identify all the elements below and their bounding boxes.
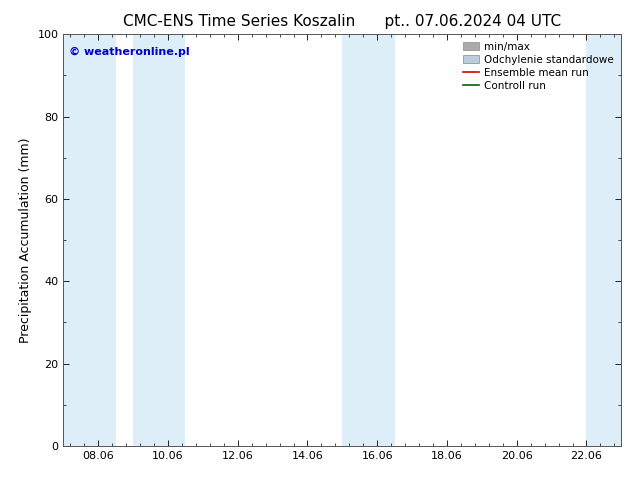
Legend: min/max, Odchylenie standardowe, Ensemble mean run, Controll run: min/max, Odchylenie standardowe, Ensembl… <box>459 37 618 95</box>
Text: © weatheronline.pl: © weatheronline.pl <box>69 47 190 57</box>
Bar <box>63 34 115 446</box>
Bar <box>586 34 621 446</box>
Bar <box>342 34 394 446</box>
Title: CMC-ENS Time Series Koszalin      pt.. 07.06.2024 04 UTC: CMC-ENS Time Series Koszalin pt.. 07.06.… <box>123 14 562 29</box>
Y-axis label: Precipitation Accumulation (mm): Precipitation Accumulation (mm) <box>19 137 32 343</box>
Bar <box>133 34 185 446</box>
